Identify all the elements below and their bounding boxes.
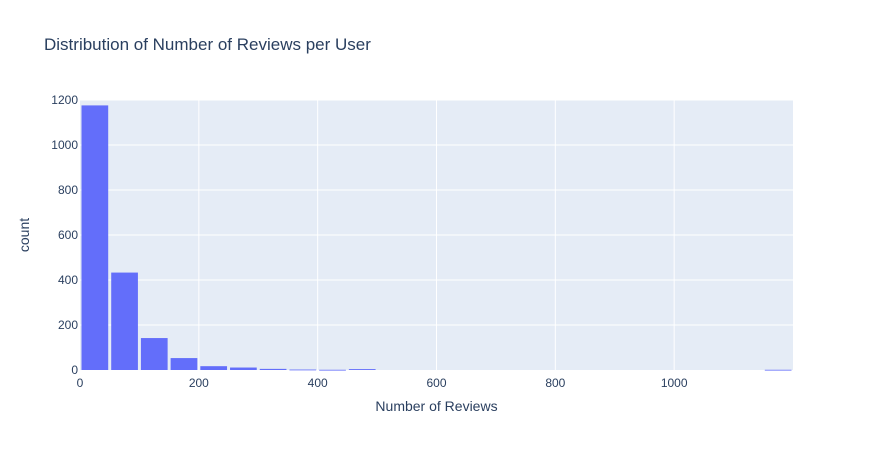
- histogram-bar: [764, 369, 792, 371]
- histogram-bar: [230, 367, 257, 370]
- x-tick-label: 1000: [661, 376, 688, 390]
- y-tick-label: 200: [58, 318, 78, 332]
- histogram-bar: [348, 369, 376, 370]
- histogram-bar: [81, 105, 109, 371]
- y-tick-label: 400: [58, 273, 78, 287]
- y-tick-label: 1000: [51, 138, 78, 152]
- x-axis-title: Number of Reviews: [375, 398, 497, 414]
- x-tick-labels: 0 200 400 600 800 1000: [77, 376, 688, 390]
- histogram-bar: [111, 272, 138, 370]
- x-tick-label: 800: [545, 376, 565, 390]
- y-tick-label: 0: [71, 363, 78, 377]
- y-tick-label: 800: [58, 183, 78, 197]
- y-axis-title: count: [16, 218, 32, 252]
- histogram-bar: [319, 369, 346, 371]
- y-tick-labels: 0 200 400 600 800 1000 1200: [51, 93, 78, 377]
- histogram-bar: [200, 366, 228, 370]
- histogram-bar: [259, 368, 287, 370]
- y-tick-label: 1200: [51, 93, 78, 107]
- x-tick-label: 600: [426, 376, 446, 390]
- x-tick-label: 200: [189, 376, 209, 390]
- grid-lines: [80, 99, 793, 370]
- y-tick-label: 600: [58, 228, 78, 242]
- bars: [81, 105, 792, 371]
- histogram-bar: [140, 338, 168, 370]
- x-tick-label: 400: [308, 376, 328, 390]
- chart-title: Distribution of Number of Reviews per Us…: [44, 35, 371, 54]
- histogram-bar: [170, 358, 198, 370]
- x-tick-label: 0: [77, 376, 84, 390]
- histogram-bar: [289, 369, 317, 371]
